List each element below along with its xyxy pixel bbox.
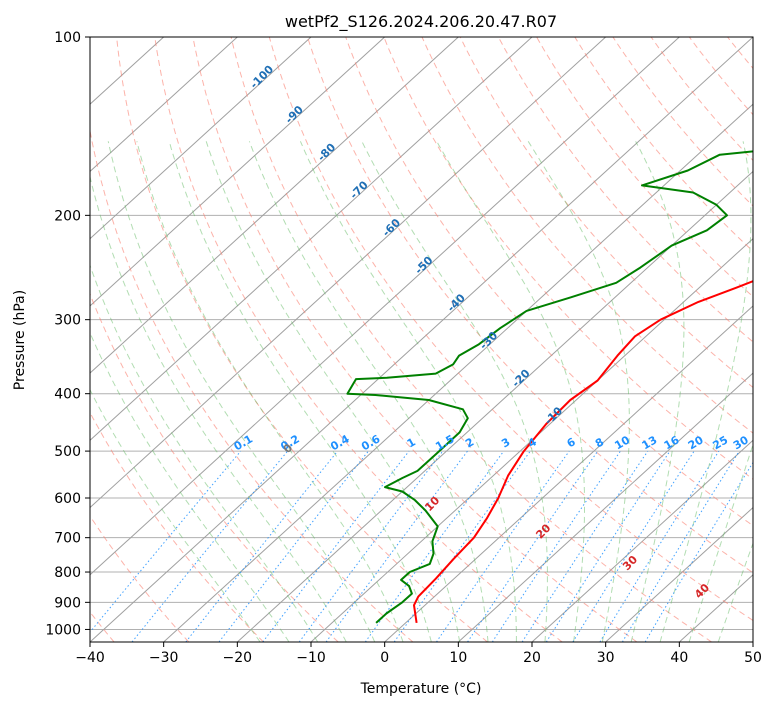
mixing-ratio-lines xyxy=(90,450,753,642)
dry-adiabat-line xyxy=(345,37,753,527)
isobar-grid xyxy=(90,37,753,630)
dry-adiabat-line xyxy=(307,37,753,574)
temperature-profile-line xyxy=(413,280,753,624)
isotherm-line xyxy=(531,439,753,642)
isotherm-line xyxy=(90,37,533,442)
isotherm-line xyxy=(90,37,607,509)
dry-adiabat-line xyxy=(230,37,712,642)
mixing-ratio-line xyxy=(298,450,444,642)
x-axis-title: Temperature (°C) xyxy=(360,681,482,697)
isotherm-line xyxy=(90,37,680,576)
moist-adiabat-line xyxy=(205,141,461,642)
isotherm-line xyxy=(310,237,753,642)
y-tick-label: 800 xyxy=(54,565,81,581)
x-tick-label: 50 xyxy=(744,650,762,666)
y-tick-label: 600 xyxy=(54,491,81,507)
dry-adiabat-line xyxy=(116,37,488,642)
isotherm-line xyxy=(90,37,386,307)
isotherm-line xyxy=(90,37,459,374)
moist-adiabat-line xyxy=(630,141,685,642)
moist-adiabat-line xyxy=(436,141,585,642)
isotherm-line xyxy=(605,506,753,642)
mixing-ratio-line xyxy=(185,450,338,642)
x-tick-label: −30 xyxy=(149,650,179,666)
isotherm-line xyxy=(236,170,753,642)
mixing-ratio-line xyxy=(325,450,468,642)
isotherm-line xyxy=(457,372,753,642)
dry-adiabat-line xyxy=(268,37,753,622)
x-tick-label: −20 xyxy=(223,650,253,666)
y-axis-title: Pressure (hPa) xyxy=(12,290,28,390)
moist-adiabat-line xyxy=(659,141,752,642)
mixing-ratio-line xyxy=(436,450,570,642)
dewpoint-profile-line xyxy=(346,150,753,624)
profile-series xyxy=(346,150,753,624)
moist-adiabat-line xyxy=(361,141,548,642)
y-tick-label: 500 xyxy=(54,444,81,460)
moist-adiabat-line xyxy=(248,141,489,642)
dry-adiabat-line xyxy=(90,411,264,642)
mixing-ratio-line xyxy=(621,450,740,642)
x-tick-label: −40 xyxy=(75,650,105,666)
y-tick-label: 700 xyxy=(54,531,81,547)
x-tick-label: 0 xyxy=(380,650,389,666)
plot-area: 0.10.20.40.611.52346810131620253036-100-… xyxy=(90,37,772,642)
chart-title: wetPf2_S126.2024.206.20.47.R07 xyxy=(285,12,557,32)
isotherm-line xyxy=(90,37,753,642)
moist-adiabat-line xyxy=(136,141,404,642)
mixing-ratio-line xyxy=(545,450,671,642)
dry-adiabat-line xyxy=(90,515,190,642)
y-tick-label: 900 xyxy=(54,595,81,611)
isotherm-line xyxy=(163,103,753,642)
mixing-ratio-line xyxy=(572,450,695,642)
x-tick-label: 10 xyxy=(449,650,467,666)
isotherm-grid xyxy=(90,37,753,642)
y-tick-label: 100 xyxy=(54,30,81,46)
x-tick-label: 20 xyxy=(523,650,541,666)
isotherm-line xyxy=(90,37,238,173)
y-axis: 100 200 300 400 500 600 700 800 900 1000 xyxy=(45,30,90,638)
isotherm-line xyxy=(384,305,753,642)
moist-adiabat-line xyxy=(90,174,347,642)
x-tick-label: −10 xyxy=(296,650,326,666)
mixing-ratio-label: 36 xyxy=(752,433,772,452)
x-tick-label: 40 xyxy=(670,650,688,666)
y-tick-label: 300 xyxy=(54,313,81,329)
y-tick-label: 1000 xyxy=(45,622,81,638)
moist-adiabat-line xyxy=(717,541,753,642)
mixing-ratio-line xyxy=(521,450,649,642)
mixing-ratio-line xyxy=(467,450,599,642)
plot-frame xyxy=(89,36,754,643)
y-tick-label: 400 xyxy=(54,387,81,403)
moist-adiabat-line xyxy=(527,141,630,642)
moist-adiabat-line xyxy=(168,141,432,642)
moist-adiabat-line xyxy=(688,442,753,642)
isotherm-line xyxy=(90,37,312,240)
dry-adiabat-line xyxy=(536,37,753,298)
dry-adiabat-line xyxy=(192,37,638,642)
moist-adiabat-line xyxy=(90,264,319,642)
mixing-ratio-line xyxy=(90,450,242,633)
mixing-ratio-line xyxy=(491,450,621,642)
x-tick-label: 30 xyxy=(597,650,615,666)
y-tick-label: 200 xyxy=(54,208,81,224)
dry-adiabat-line xyxy=(90,128,414,642)
mixing-ratio-line xyxy=(262,450,410,642)
mixing-ratio-line xyxy=(131,450,288,642)
x-axis: −40 −30 −20 −10 0 10 20 30 40 50 xyxy=(75,642,762,666)
